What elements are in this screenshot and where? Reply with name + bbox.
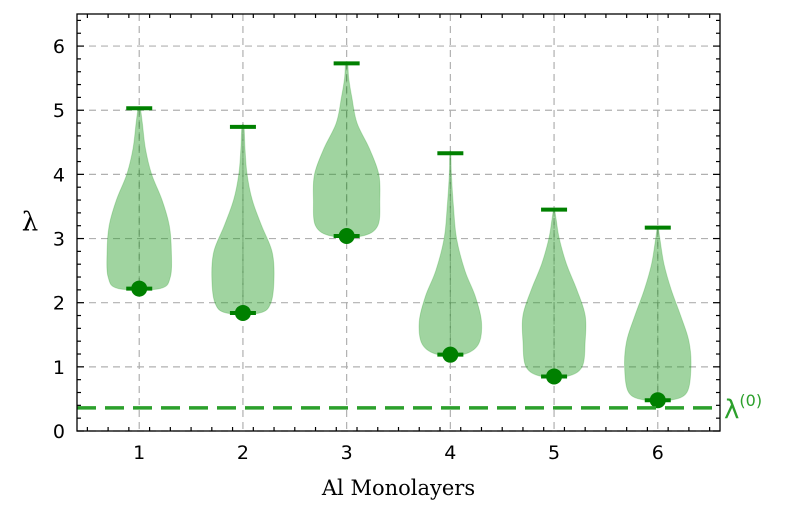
grid-lines	[77, 14, 720, 432]
x-tick-label: 5	[548, 442, 560, 464]
y-tick-label: 6	[53, 36, 65, 58]
reference-line-label: λ(0)	[724, 391, 762, 425]
y-tick-label: 2	[53, 293, 65, 315]
y-tick-label: 4	[53, 164, 65, 186]
violin-point-marker	[442, 346, 459, 363]
reference-label-symbol: λ	[724, 395, 739, 425]
violin-5	[521, 207, 587, 385]
violin-2	[211, 123, 275, 321]
axis-tick-labels: 1 2 3 4 5 6 0 1 2 3 4 5 6	[53, 36, 664, 464]
violin-3	[312, 61, 381, 244]
axis-ticks	[77, 14, 720, 432]
x-tick-label: 4	[444, 442, 456, 464]
y-axis-label: λ	[22, 208, 38, 238]
y-tick-label: 3	[53, 229, 65, 251]
violin-6	[624, 225, 692, 409]
x-tick-label: 2	[237, 442, 249, 464]
violin-point-marker	[649, 392, 666, 409]
violin-point-marker	[338, 227, 355, 244]
violin-1	[106, 105, 173, 297]
y-tick-label: 5	[53, 100, 65, 122]
plot-frame	[76, 13, 721, 432]
y-tick-label: 0	[53, 421, 65, 443]
violin-plots	[106, 61, 692, 409]
violin-point-marker	[546, 368, 563, 385]
x-tick-label: 1	[133, 442, 145, 464]
violin-4	[418, 150, 483, 363]
y-tick-label: 1	[53, 357, 65, 379]
violin-point-marker	[131, 280, 148, 297]
violin-point-marker	[234, 304, 251, 321]
x-tick-label: 6	[652, 442, 664, 464]
reference-label-superscript: (0)	[739, 391, 762, 410]
x-axis-label: Al Monolayers	[321, 476, 475, 500]
x-tick-label: 3	[341, 442, 353, 464]
